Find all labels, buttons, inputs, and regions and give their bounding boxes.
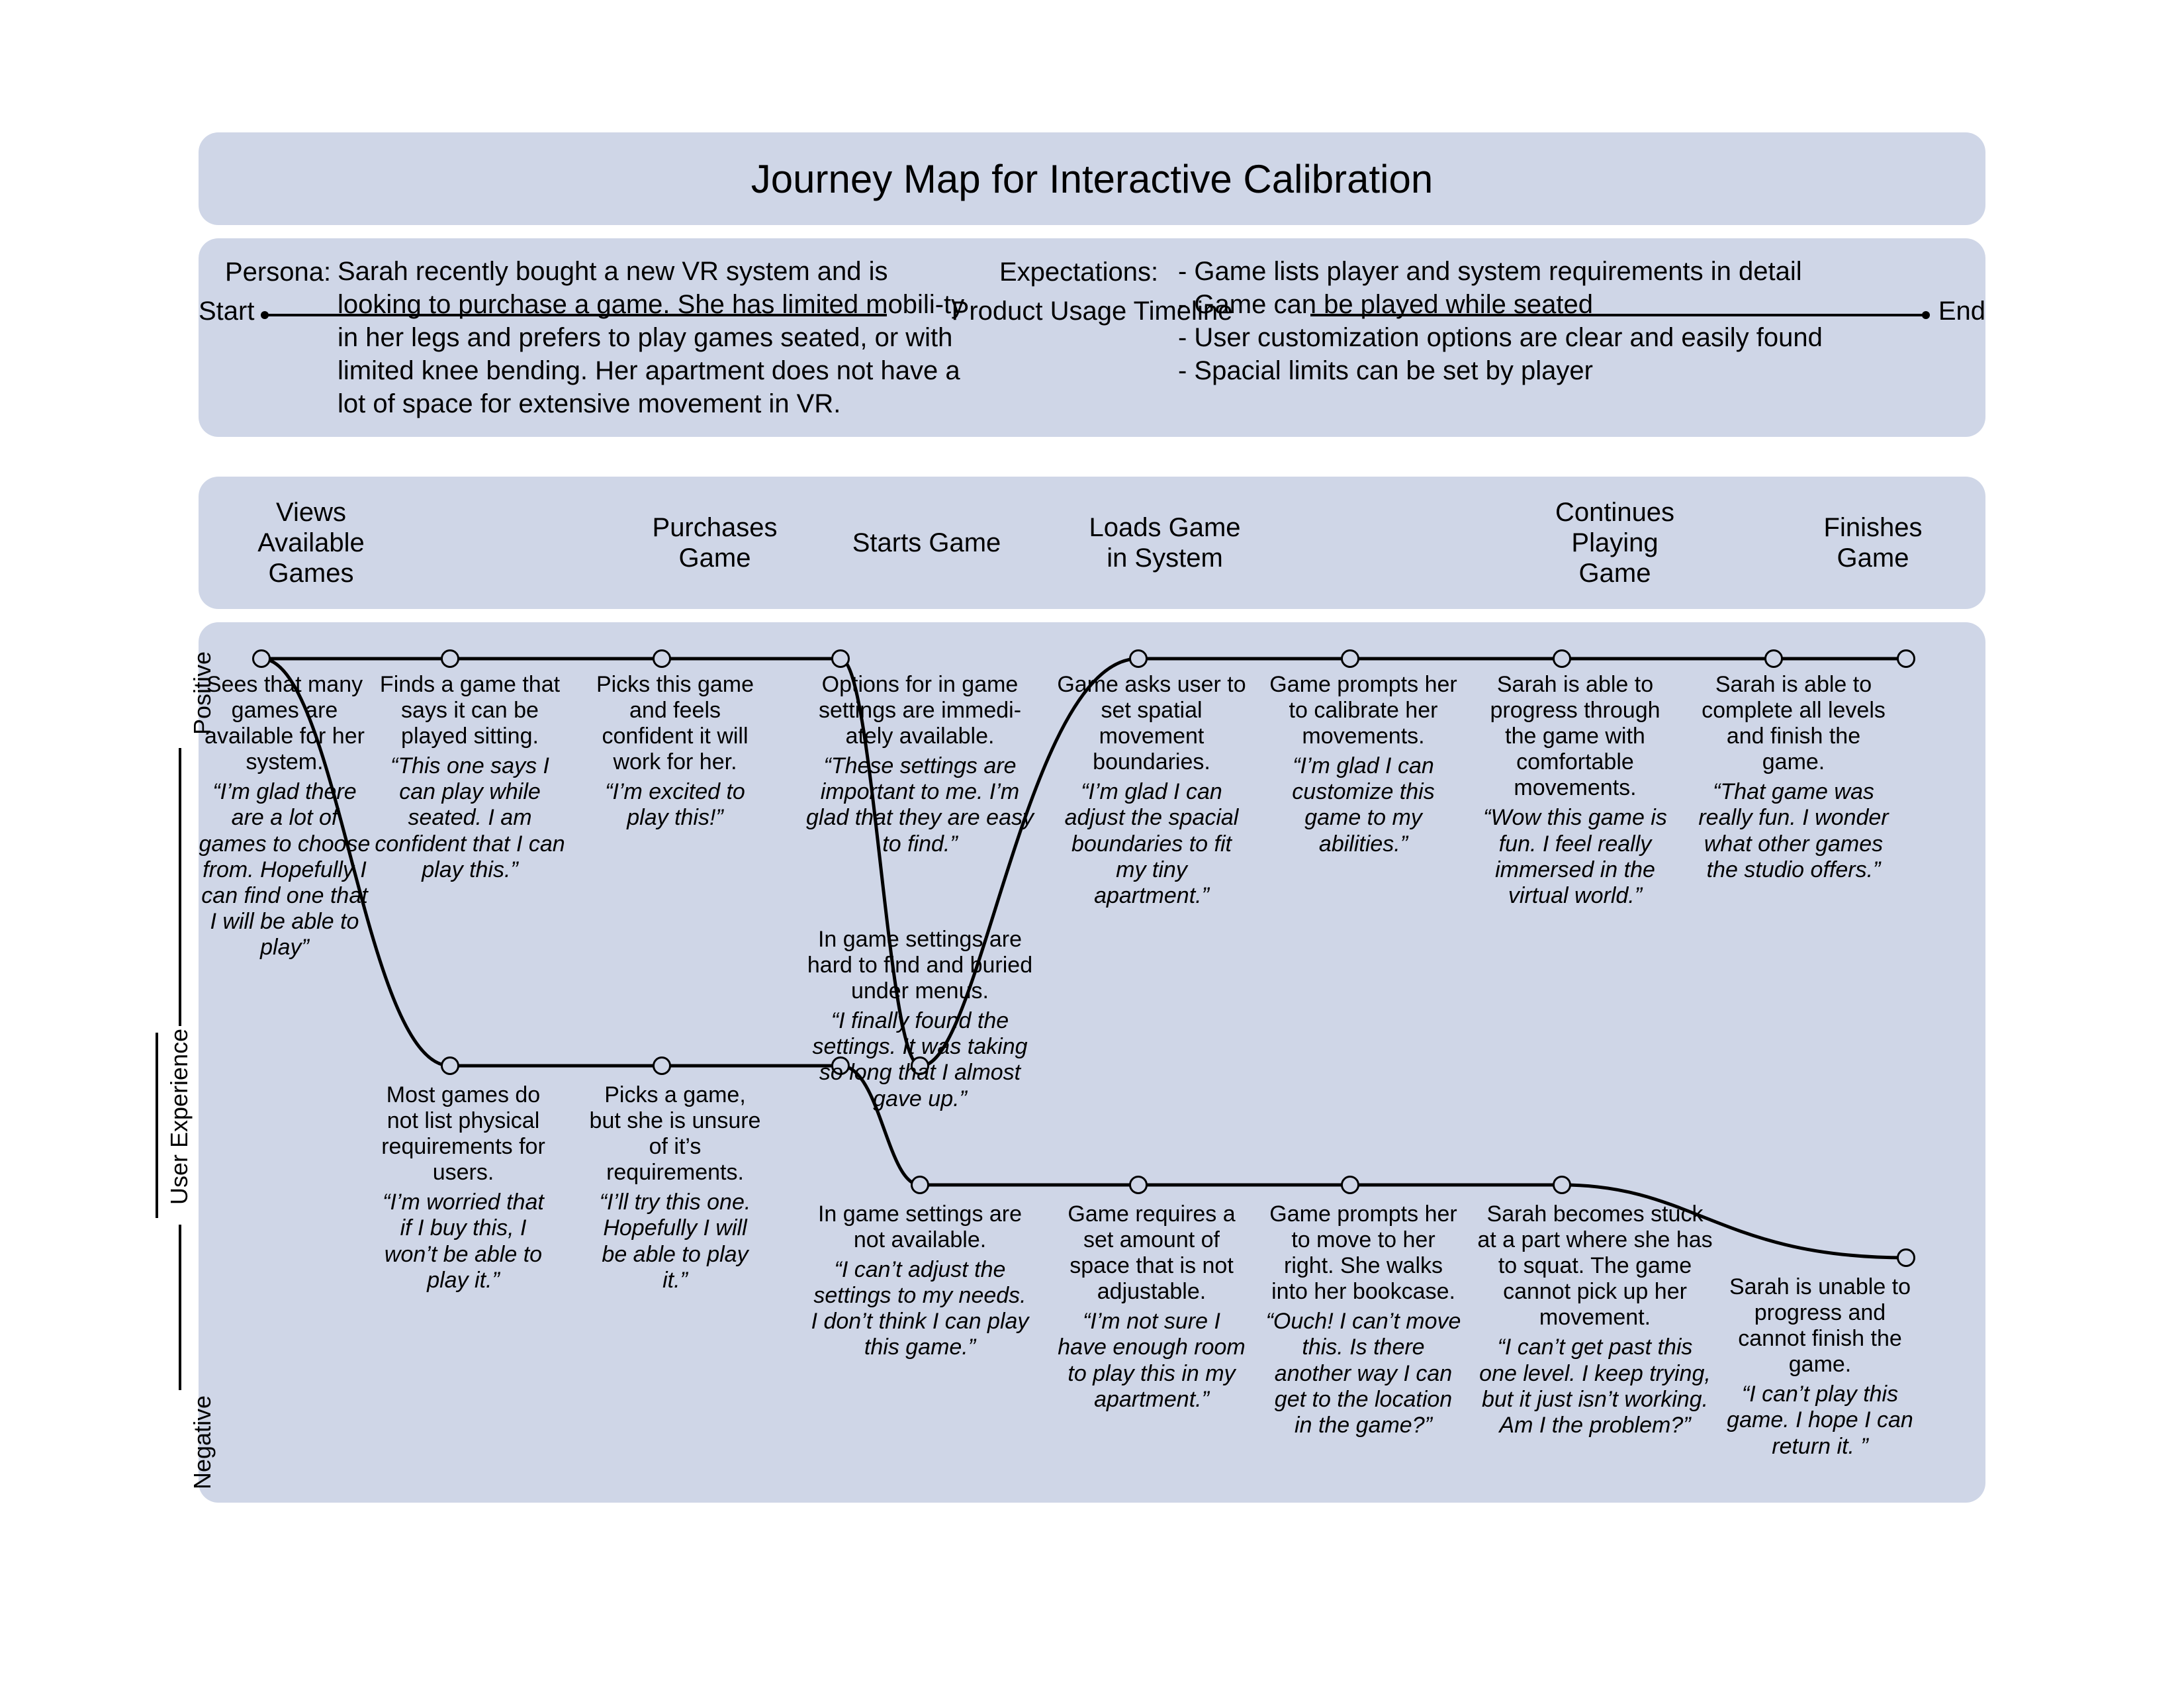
journey-note: Game requires a set amount of space that… xyxy=(1056,1201,1248,1413)
stage-label: Continues Playing Game xyxy=(1555,497,1674,588)
stage-label: Finishes Game xyxy=(1824,512,1923,573)
info-panel: Persona: Sarah recently bought a new VR … xyxy=(199,238,1985,437)
journey-node xyxy=(911,1176,929,1194)
chart-panel: User Experience Positive Negative Sees t… xyxy=(199,622,1985,1503)
journey-note: Sarah is unable to progress and cannot f… xyxy=(1724,1274,1916,1460)
journey-note: Most games do not list physical requirem… xyxy=(374,1082,553,1293)
journey-node xyxy=(1129,649,1148,668)
stage-label: Purchases Game xyxy=(653,512,778,573)
yaxis-tick xyxy=(179,1225,181,1390)
journey-note: Picks a game, but she is unsure of it’s … xyxy=(589,1082,761,1293)
journey-note: Game prompts her to calibrate her moveme… xyxy=(1267,672,1459,857)
journey-node xyxy=(1897,649,1915,668)
stages-panel: Start Product Usage Timeline End Views A… xyxy=(199,477,1985,609)
journey-map: Journey Map for Interactive Calibration … xyxy=(199,132,1985,1516)
journey-note: In game settings are not available.“I ca… xyxy=(807,1201,1032,1361)
journey-note: Sarah becomes stuck at a part where she … xyxy=(1476,1201,1714,1438)
stage-label: Loads Game in System xyxy=(1089,512,1240,573)
journey-note: Finds a game that says it can be played … xyxy=(374,672,566,883)
timeline-line-icon xyxy=(199,311,1985,319)
journey-node xyxy=(441,1056,459,1075)
expectations-label: Expectations: xyxy=(999,255,1178,287)
journey-note: In game settings are hard to find and bu… xyxy=(797,927,1042,1112)
stage-label: Starts Game xyxy=(852,528,1001,558)
journey-note: Sarah is able to complete all levels and… xyxy=(1698,672,1889,883)
journey-note: Game prompts her to move to her right. S… xyxy=(1264,1201,1463,1438)
journey-node xyxy=(1341,649,1359,668)
title-panel: Journey Map for Interactive Calibration xyxy=(199,132,1985,225)
journey-note: Options for in game settings are immedi-… xyxy=(804,672,1036,857)
journey-note: Game asks user to set spatial movement b… xyxy=(1056,672,1248,909)
yaxis-tick xyxy=(156,1033,158,1218)
timeline-bar: Start Product Usage Timeline End xyxy=(199,297,1985,330)
journey-node xyxy=(653,1056,671,1075)
journey-node xyxy=(1764,649,1783,668)
stage-label: Views Available Games xyxy=(257,497,365,588)
journey-node xyxy=(1553,1176,1571,1194)
journey-node xyxy=(441,649,459,668)
journey-node xyxy=(1129,1176,1148,1194)
persona-text: Sarah recently bought a new VR system an… xyxy=(338,255,999,420)
journey-note: Sarah is able to progress through the ga… xyxy=(1479,672,1671,909)
yaxis-main-label: User Experience xyxy=(165,1029,193,1205)
journey-node xyxy=(653,649,671,668)
yaxis-tick xyxy=(179,748,181,1026)
page-title: Journey Map for Interactive Calibration xyxy=(751,156,1433,202)
journey-note: Picks this game and feels confident it w… xyxy=(589,672,761,831)
journey-node xyxy=(252,649,271,668)
journey-node xyxy=(831,649,850,668)
persona-label: Persona: xyxy=(225,255,338,287)
journey-node xyxy=(1897,1248,1915,1267)
journey-node xyxy=(1341,1176,1359,1194)
journey-note: Sees that many games are available for h… xyxy=(195,672,374,961)
journey-node xyxy=(1553,649,1571,668)
